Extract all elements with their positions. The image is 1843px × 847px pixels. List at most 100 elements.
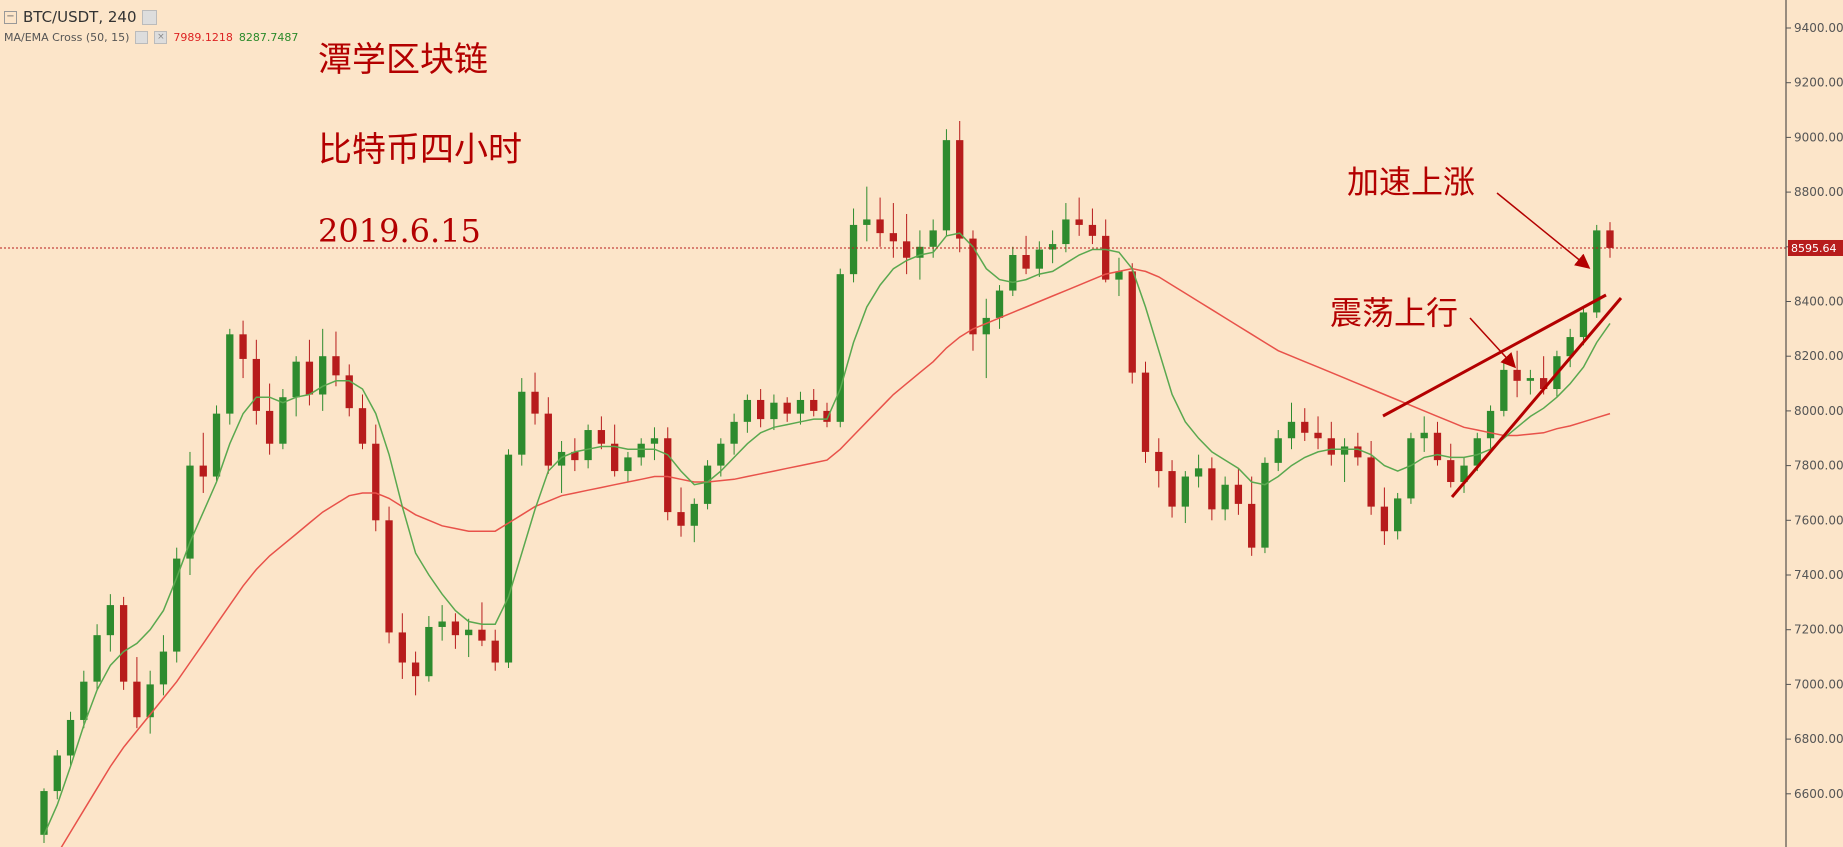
candle-down (1075, 219, 1083, 225)
candle-down (969, 238, 977, 335)
indicator-legend: MA/EMA Cross (50, 15) × 7989.1218 8287.7… (4, 31, 298, 44)
candle-up (1420, 432, 1428, 439)
candle-down (810, 399, 818, 411)
candle-down (332, 356, 340, 376)
candle-up (40, 791, 48, 835)
y-tick-label: 8200.00 (1794, 349, 1843, 363)
candle-up (796, 399, 805, 414)
candle-down (491, 640, 499, 663)
candle-up (916, 246, 924, 258)
indicator-close-icon[interactable]: × (154, 31, 168, 44)
candle-up (1407, 438, 1415, 499)
candle-up (226, 334, 234, 414)
y-tick-label: 7400.00 (1794, 568, 1843, 582)
y-tick-label: 8400.00 (1794, 295, 1843, 309)
last-price-tag: 8595.64 (1788, 239, 1843, 256)
candle-up (1274, 438, 1282, 463)
candle-up (557, 451, 566, 466)
chart-header: − BTC/USDT, 240 (4, 8, 158, 26)
label-accelerate: 加速上涨 (1347, 163, 1476, 201)
candle-down (1022, 255, 1030, 269)
candle-up (159, 651, 168, 685)
candle-up (1500, 369, 1508, 411)
trendline[interactable] (1382, 293, 1607, 418)
candle-up (1394, 498, 1402, 532)
candle-down (1380, 506, 1389, 532)
y-tick-label: 6800.00 (1794, 732, 1843, 746)
candle-up (1526, 378, 1535, 381)
candle-up (1181, 476, 1189, 507)
candle-down (1354, 446, 1362, 458)
symbol-label: BTC/USDT, 240 (23, 8, 137, 26)
candle-down (756, 399, 765, 420)
trendline[interactable] (1450, 297, 1623, 498)
candle-up (770, 402, 778, 420)
candle-up (1194, 468, 1203, 477)
candle-up (1486, 410, 1495, 439)
indicator-name: MA/EMA Cross (50, 15) (4, 31, 130, 44)
candle-up (743, 399, 752, 422)
candle-down (531, 391, 539, 414)
candle-up (836, 274, 844, 422)
candle-down (597, 430, 606, 444)
candle-up (703, 465, 712, 504)
annotation-arrows (1469, 192, 1591, 369)
candle-up (584, 430, 592, 461)
trendlines (1382, 293, 1623, 498)
candle-up (518, 391, 526, 455)
candle-up (93, 635, 101, 682)
candle-up (863, 219, 871, 225)
indicator-settings-icon[interactable] (135, 31, 149, 44)
ma-slow-line (60, 267, 1611, 847)
candle-up (212, 413, 221, 477)
candle-up (319, 356, 327, 395)
candle-down (1314, 432, 1322, 439)
indicator-value-slow: 7989.1218 (173, 31, 233, 44)
candle-up (690, 503, 698, 526)
y-tick-label: 6600.00 (1794, 787, 1843, 801)
y-tick-label: 7600.00 (1794, 513, 1843, 527)
candle-up (942, 140, 951, 231)
candle-down (1447, 460, 1455, 483)
candle-up (1566, 337, 1574, 357)
candle-down (544, 413, 552, 466)
candle-up (80, 681, 88, 720)
candle-up (504, 454, 513, 663)
annotation-arrow (1496, 192, 1591, 269)
candle-down (239, 334, 247, 359)
candle-down (372, 443, 380, 521)
candle-down (385, 520, 393, 633)
candle-down (1234, 484, 1243, 504)
candle-up (1048, 244, 1057, 250)
candle-down (358, 408, 367, 444)
ma-fast-line (43, 232, 1611, 836)
price-axis[interactable]: 9400.009200.009000.008800.008600.008400.… (1786, 21, 1843, 801)
candle-up (146, 684, 154, 718)
y-tick-label: 8000.00 (1794, 404, 1843, 418)
candle-down (265, 410, 274, 444)
candle-down (345, 375, 353, 409)
candle-down (451, 621, 460, 636)
candle-down (305, 361, 314, 395)
annotation-arrow (1469, 317, 1517, 369)
candle-up (53, 755, 61, 792)
candle-up (1340, 446, 1349, 455)
candle-down (1141, 372, 1150, 452)
y-tick-label: 7200.00 (1794, 623, 1843, 637)
candle-up (1261, 462, 1269, 548)
y-tick-label: 7000.00 (1794, 677, 1843, 691)
label-oscillate: 震荡上行 (1330, 294, 1459, 332)
candle-up (465, 629, 473, 636)
settings-icon[interactable] (142, 9, 158, 25)
candle-down (902, 241, 911, 258)
candle-up (1062, 219, 1070, 245)
candle-down (956, 140, 964, 239)
candle-down (398, 632, 406, 663)
candle-down (252, 358, 260, 411)
indicator-value-fast: 8287.7487 (238, 31, 299, 44)
candle-up (982, 317, 990, 335)
candlestick-series (40, 120, 1614, 844)
collapse-icon[interactable]: − (4, 10, 17, 24)
candle-down (677, 512, 685, 526)
